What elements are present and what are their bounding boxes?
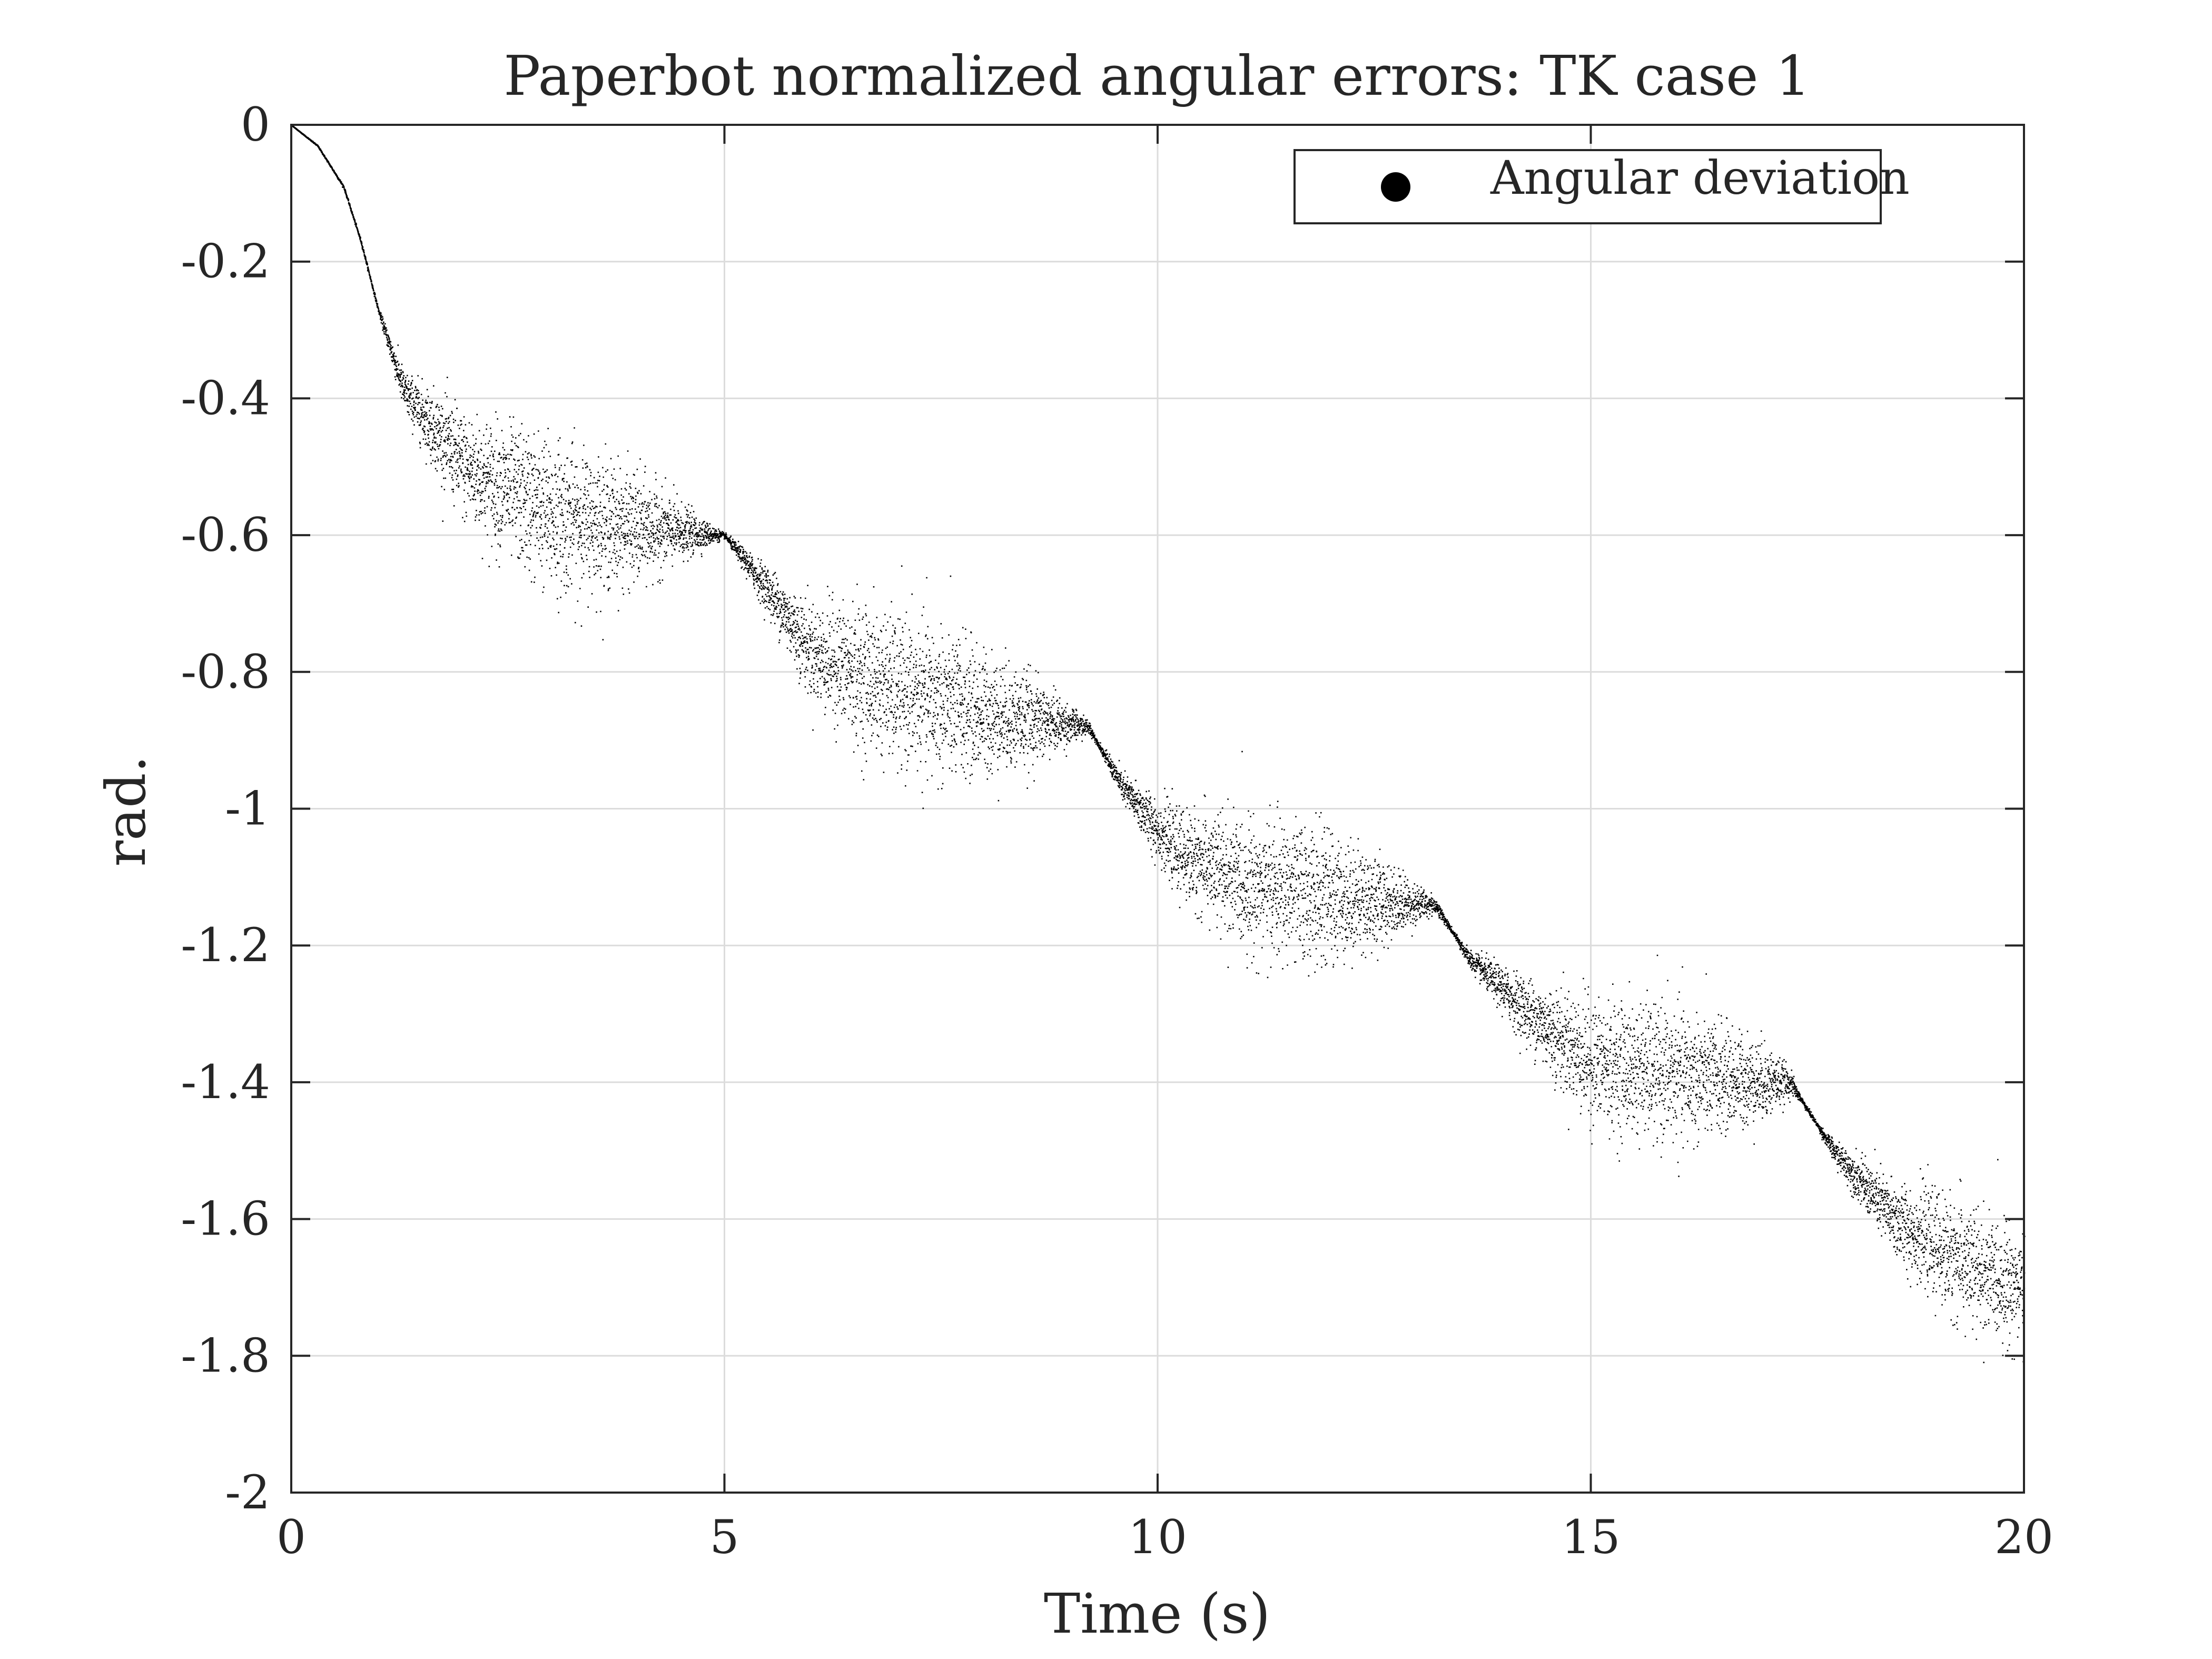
x-tick-label: 10 bbox=[1128, 1510, 1187, 1564]
chart-title: Paperbot normalized angular errors: TK c… bbox=[503, 44, 1810, 108]
x-tick-label: 5 bbox=[710, 1510, 739, 1564]
y-tick-label: -0.2 bbox=[181, 234, 270, 289]
x-tick-labels: 0 5 10 15 20 bbox=[276, 1510, 2053, 1564]
x-tick-label: 20 bbox=[1994, 1510, 2053, 1564]
y-tick-labels: 0 -0.2 -0.4 -0.6 -0.8 -1 -1.2 -1.4 -1.6 -1.8 -2 bbox=[181, 97, 270, 1519]
y-tick-label: 0 bbox=[241, 97, 270, 152]
legend-marker-icon bbox=[1381, 172, 1410, 202]
y-tick-label: -2 bbox=[225, 1465, 270, 1519]
y-tick-label: -1.6 bbox=[181, 1192, 270, 1246]
x-tick-label: 15 bbox=[1562, 1510, 1621, 1564]
y-tick-label: -1 bbox=[225, 782, 270, 836]
axis-ticks bbox=[290, 124, 2025, 1494]
y-tick-label: -1.8 bbox=[181, 1328, 270, 1382]
y-tick-label: -0.4 bbox=[181, 371, 270, 425]
y-tick-label: -1.4 bbox=[181, 1055, 270, 1109]
x-axis-label: Time (s) bbox=[1044, 1582, 1270, 1646]
y-axis-label: rad. bbox=[94, 755, 158, 866]
x-tick-label: 0 bbox=[276, 1510, 306, 1564]
y-tick-label: -1.2 bbox=[181, 918, 270, 972]
y-tick-label: -0.8 bbox=[181, 645, 270, 699]
legend: Angular deviation bbox=[1293, 149, 1910, 224]
legend-entry-angular-deviation: Angular deviation bbox=[1490, 151, 1910, 205]
y-tick-label: -0.6 bbox=[181, 508, 270, 562]
